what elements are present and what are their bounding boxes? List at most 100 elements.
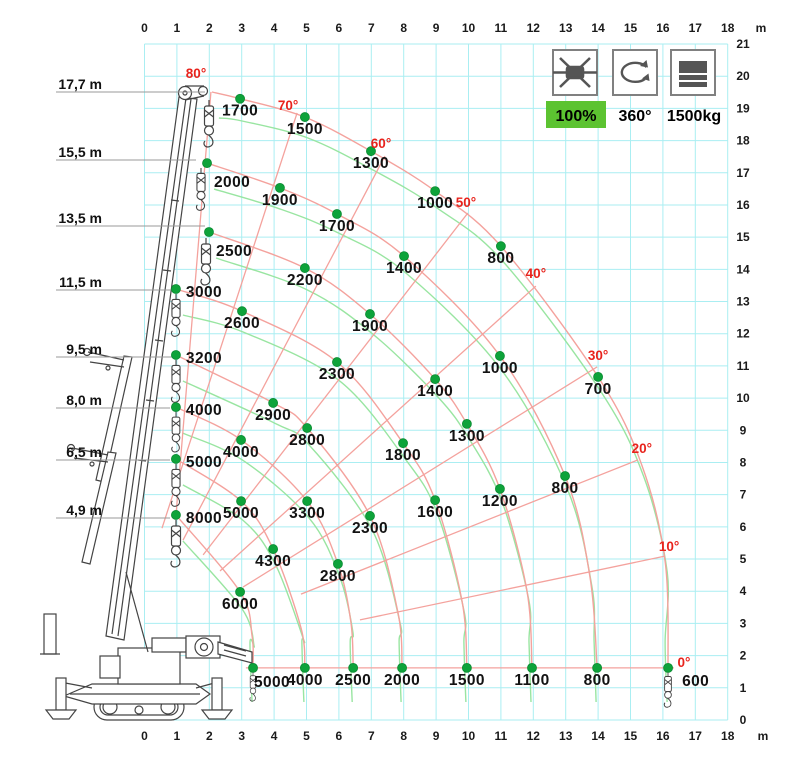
y-axis-tick: 11 [737, 359, 750, 373]
y-axis-tick: 13 [736, 295, 750, 309]
hook-block-icon [170, 464, 181, 507]
radial-20deg [300, 459, 639, 595]
capacity-label: 1100 [514, 672, 549, 689]
radial-30deg [242, 366, 598, 588]
capacity-dot [237, 306, 247, 317]
capacity-dot [495, 241, 506, 252]
capacity-dot [398, 438, 408, 449]
y-axis-tick: 4 [740, 584, 747, 598]
capacity-dot [171, 284, 181, 294]
capacity-label: 1300 [449, 428, 485, 445]
radial-10deg [359, 555, 665, 621]
angle-label: 20° [632, 441, 652, 456]
x-axis-unit-bottom: m [758, 729, 769, 743]
capacity-label: 2800 [320, 568, 356, 585]
x-axis-tick-top: 6 [336, 21, 343, 35]
capacity-dot [171, 402, 181, 413]
x-axis-tick-top: 10 [462, 21, 476, 35]
capacity-label: 6000 [222, 596, 258, 613]
capacity-dot [495, 351, 505, 361]
capacity-label: 2000 [214, 174, 250, 191]
capacity-label: 1400 [417, 383, 453, 400]
boom-length-label: 17,7 m [58, 76, 102, 92]
x-axis-tick-top: 17 [689, 21, 703, 35]
capacity-dot [302, 423, 313, 433]
capacity-dot [299, 112, 310, 122]
capacity-label: 4000 [287, 672, 323, 689]
capacity-dot [593, 371, 603, 382]
capacity-label: 800 [552, 480, 579, 497]
x-axis-tick-top: 13 [559, 21, 573, 35]
capacity-dot [461, 662, 472, 673]
capacity-label: 1500 [287, 121, 323, 138]
x-axis-tick-top: 9 [433, 21, 440, 35]
capacity-dot [461, 418, 472, 429]
y-axis-tick: 18 [736, 134, 750, 148]
hook-block-icon [203, 100, 215, 148]
crane-base [40, 571, 234, 721]
capacity-dot [204, 227, 214, 237]
capacity-dot [171, 350, 181, 360]
capacity-dot [332, 357, 342, 367]
capacity-dot [248, 662, 258, 673]
capacity-label: 4000 [186, 402, 222, 419]
y-axis-tick: 15 [736, 230, 750, 244]
boom-length-label: 13,5 m [58, 210, 102, 226]
capacity-label: 600 [682, 673, 709, 690]
angle-label: 40° [526, 266, 546, 281]
capacity-label: 8000 [186, 510, 222, 527]
capacity-dot [333, 558, 343, 569]
capacity-label: 800 [487, 250, 514, 267]
y-axis-tick: 0 [740, 713, 747, 727]
angle-label: 10° [659, 539, 679, 554]
boom-length-label: 8,0 m [66, 392, 102, 408]
x-axis-tick-top: 0 [141, 21, 148, 35]
y-axis-tick: 9 [740, 423, 747, 437]
green-curve-5 [182, 432, 354, 703]
x-axis-tick-bottom: 15 [624, 729, 638, 743]
slewing-value: 360° [618, 108, 651, 125]
capacity-label: 2900 [255, 407, 291, 424]
x-axis-tick-top: 11 [495, 21, 508, 35]
axis-labels: 0011223344556677889910101111121213131414… [141, 21, 768, 743]
capacity-label: 1000 [482, 360, 518, 377]
boom-length-label: 4,9 m [66, 502, 102, 518]
hook-block-icon [249, 672, 257, 702]
capacity-dot [495, 483, 505, 494]
green-curve-3 [182, 314, 467, 703]
capacity-label: 1400 [386, 260, 422, 277]
red-arc-7 [175, 514, 254, 668]
capacity-label: 1900 [352, 318, 388, 335]
capacity-label: 2500 [335, 672, 371, 689]
radial-60deg [182, 155, 386, 541]
x-axis-tick-bottom: 12 [527, 729, 541, 743]
x-axis-tick-top: 1 [174, 21, 181, 35]
x-axis-tick-bottom: 10 [462, 729, 476, 743]
angle-label: 80° [186, 66, 206, 81]
red-arc-0 [211, 91, 669, 668]
crane-illustration [40, 85, 253, 721]
x-axis-tick-top: 16 [656, 21, 670, 35]
green-curve-4 [182, 380, 403, 703]
capacity-label: 1500 [449, 672, 485, 689]
capacity-label: 3200 [186, 350, 222, 367]
y-axis-tick: 8 [740, 455, 747, 469]
capacity-dot [397, 662, 407, 673]
capacity-label: 2000 [384, 672, 420, 689]
slewing-box [612, 49, 658, 96]
capacity-label: 2600 [224, 315, 260, 332]
x-axis-tick-top: 2 [206, 21, 213, 35]
rotation-icon [620, 60, 650, 84]
capacity-dot [430, 495, 441, 506]
x-axis-tick-top: 12 [527, 21, 541, 35]
boom-length-label: 6,5 m [66, 444, 102, 460]
hook-block-icon [170, 294, 181, 337]
boom-length-label: 15,5 m [58, 144, 102, 160]
y-axis-tick: 6 [740, 520, 747, 534]
angle-label: 50° [456, 195, 476, 210]
red-arc-5 [175, 406, 354, 668]
counterweight-icon [679, 61, 707, 87]
angle-label: 70° [278, 98, 298, 113]
capacity-dot [365, 309, 375, 319]
